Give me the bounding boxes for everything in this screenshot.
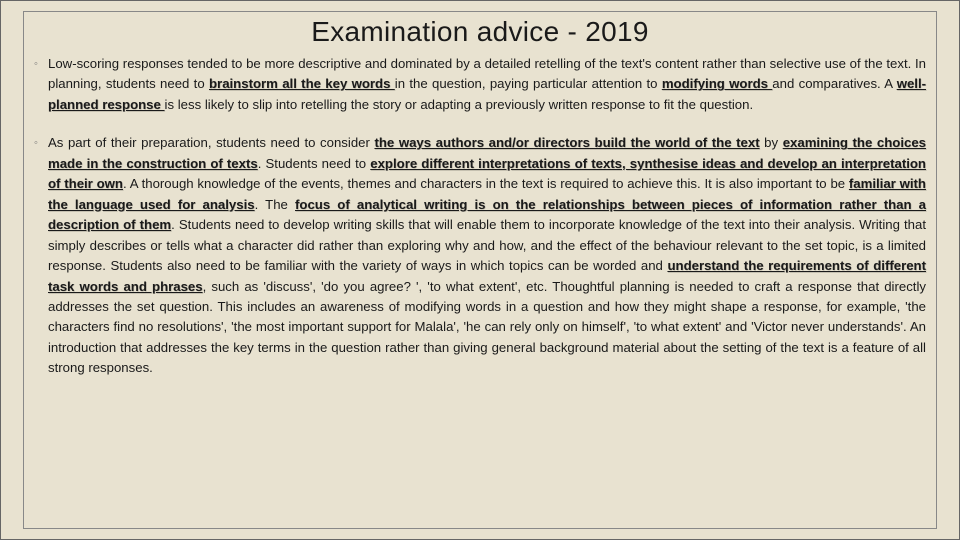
text-run-emphasis: brainstorm all the key words (209, 76, 395, 91)
slide-outer-border: Examination advice - 2019 ◦ Low-scoring … (0, 0, 960, 540)
bullet-item: ◦ Low-scoring responses tended to be mor… (34, 54, 926, 115)
text-run: . The (255, 197, 295, 212)
text-run: is less likely to slip into retelling th… (165, 97, 754, 112)
bullet-item: ◦ As part of their preparation, students… (34, 133, 926, 378)
text-run: in the question, paying particular atten… (395, 76, 662, 91)
bullet-text: As part of their preparation, students n… (48, 133, 926, 378)
bullet-marker-icon: ◦ (34, 54, 48, 115)
bullet-marker-icon: ◦ (34, 133, 48, 378)
text-run-emphasis: modifying words (662, 76, 772, 91)
slide-title: Examination advice - 2019 (34, 16, 926, 48)
text-run: . A thorough knowledge of the events, th… (123, 176, 849, 191)
text-run: by (760, 135, 783, 150)
slide-inner-border: Examination advice - 2019 ◦ Low-scoring … (23, 11, 937, 529)
text-run-emphasis: the ways authors and/or directors build … (374, 135, 759, 150)
text-run: As part of their preparation, students n… (48, 135, 374, 150)
bullet-text: Low-scoring responses tended to be more … (48, 54, 926, 115)
text-run: and comparatives. A (772, 76, 896, 91)
text-run: . Students need to (258, 156, 371, 171)
